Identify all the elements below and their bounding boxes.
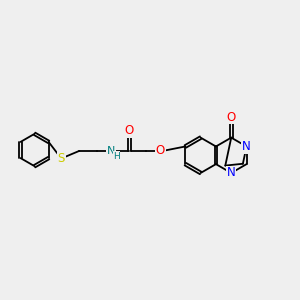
Text: S: S — [57, 152, 65, 165]
Text: N: N — [107, 146, 115, 156]
Text: O: O — [125, 124, 134, 137]
Text: O: O — [156, 144, 165, 158]
Text: S: S — [57, 152, 65, 165]
Text: O: O — [125, 124, 134, 137]
Text: H: H — [113, 152, 120, 160]
Text: O: O — [156, 144, 165, 158]
Text: N: N — [227, 167, 236, 179]
Text: O: O — [226, 110, 236, 124]
Text: H: H — [113, 152, 120, 160]
Text: N: N — [242, 140, 251, 153]
Text: N: N — [242, 140, 251, 153]
Text: N: N — [107, 146, 115, 156]
Text: N: N — [227, 167, 236, 179]
Text: O: O — [226, 110, 236, 124]
